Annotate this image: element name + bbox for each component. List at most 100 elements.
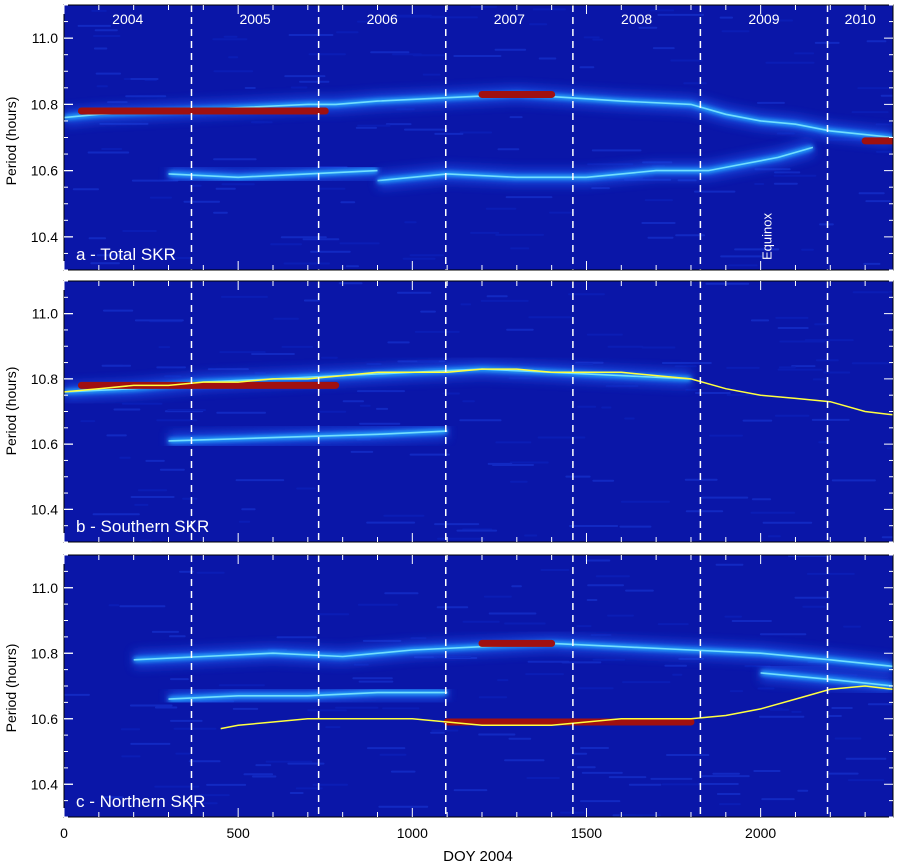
noise-streak (103, 796, 124, 799)
noise-streak (577, 687, 614, 690)
noise-streak (875, 123, 893, 126)
panel-title: b - Southern SKR (76, 517, 209, 536)
noise-streak (670, 59, 703, 62)
noise-streak (154, 706, 178, 709)
noise-streak (494, 48, 527, 51)
noise-streak (120, 728, 141, 731)
y-tick-label: 10.4 (31, 776, 58, 792)
noise-streak (235, 479, 285, 482)
noise-streak (866, 40, 887, 43)
noise-streak (577, 405, 597, 408)
noise-streak (777, 327, 809, 329)
ridge-core (168, 169, 378, 179)
y-tick-label: 11.0 (32, 30, 58, 46)
noise-streak (470, 5, 497, 8)
noise-streak (154, 785, 200, 788)
noise-streak (434, 523, 480, 526)
noise-streak (357, 390, 405, 393)
noise-streak (568, 293, 605, 296)
noise-streak (459, 419, 502, 422)
noise-streak (179, 570, 194, 573)
noise-streak (485, 207, 517, 210)
noise-streak (276, 636, 317, 639)
noise-streak (362, 639, 402, 642)
noise-streak (232, 707, 259, 710)
noise-streak (196, 571, 225, 574)
noise-streak (524, 534, 538, 537)
noise-streak (891, 730, 893, 733)
noise-streak (353, 663, 369, 666)
panel-a: 10.4 10.6 10.8 11.0 a - Total SKR 2004 2005 200… (31, 4, 894, 271)
y-tick-label: 10.8 (31, 371, 58, 387)
noise-streak (719, 803, 741, 806)
noise-streak (773, 182, 798, 185)
y-tick-label: 10.4 (31, 229, 58, 245)
noise-streak (700, 496, 749, 499)
noise-streak (750, 511, 796, 514)
noise-streak (889, 290, 893, 293)
noise-streak (366, 363, 382, 365)
noise-streak (409, 453, 450, 456)
noise-streak (881, 536, 893, 539)
noise-streak (794, 52, 815, 55)
noise-streak (355, 126, 377, 129)
panel-b: 10.4 10.6 10.8 11.0 b - Southern SKR (31, 280, 894, 543)
noise-streak (387, 341, 410, 344)
noise-streak (358, 680, 394, 683)
y-tick-label: 10.8 (31, 645, 58, 661)
noise-streak (397, 291, 432, 294)
noise-streak (812, 378, 826, 381)
noise-streak (590, 634, 612, 636)
noise-streak (434, 132, 464, 135)
noise-streak (608, 776, 647, 779)
noise-streak (173, 727, 217, 730)
noise-streak (583, 36, 600, 39)
x-tick-label: 2000 (745, 825, 776, 841)
noise-streak (576, 362, 593, 365)
ridge-core (760, 672, 893, 687)
noise-streak (158, 346, 171, 349)
noise-streak (367, 747, 406, 750)
noise-streak (529, 23, 548, 26)
noise-streak (724, 615, 742, 618)
panel-background (64, 555, 893, 817)
noise-streak (487, 462, 513, 465)
noise-streak (134, 503, 149, 506)
noise-streak (811, 418, 850, 421)
noise-streak (280, 236, 327, 239)
noise-streak (762, 521, 813, 524)
noise-streak (591, 187, 610, 190)
noise-streak (647, 236, 674, 239)
noise-streak (576, 766, 596, 769)
noise-streak (93, 35, 121, 37)
noise-streak (129, 704, 173, 707)
noise-streak (506, 328, 534, 331)
noise-streak (170, 678, 189, 681)
noise-streak (652, 47, 675, 50)
noise-streak (721, 30, 750, 33)
noise-streak (241, 508, 256, 511)
noise-streak (378, 805, 429, 808)
noise-streak (310, 250, 351, 253)
noise-streak (619, 525, 652, 528)
noise-streak (675, 234, 705, 237)
noise-streak (843, 625, 861, 628)
noise-streak (791, 710, 802, 713)
noise-streak (243, 773, 274, 776)
period-track-line (220, 685, 893, 730)
noise-streak (359, 404, 371, 407)
noise-streak (754, 183, 765, 185)
ridge-core (168, 691, 448, 700)
noise-streak (303, 299, 320, 302)
panel-background (64, 5, 893, 270)
noise-streak (130, 496, 175, 498)
noise-streak (296, 487, 316, 490)
noise-streak (238, 520, 251, 523)
noise-streak (694, 190, 736, 193)
noise-streak (726, 366, 760, 369)
noise-streak (318, 187, 346, 190)
noise-streak (350, 450, 374, 453)
noise-streak (880, 94, 893, 97)
noise-streak (99, 122, 149, 125)
noise-streak (715, 563, 744, 566)
